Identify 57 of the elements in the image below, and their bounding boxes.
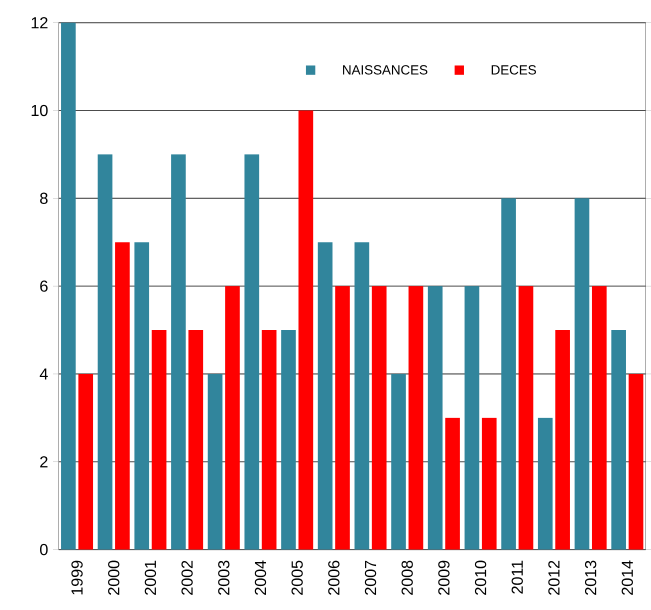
bar [188,330,204,550]
bar [574,198,590,550]
bar [262,330,276,550]
bar [501,198,516,550]
bar [408,286,424,550]
bar [391,374,406,550]
bar [555,330,570,550]
bar [134,242,150,550]
x-tick-label: 2006 [328,560,340,596]
x-tick-label: 2005 [291,560,303,596]
bar [208,374,222,550]
bar [152,330,166,550]
bar [611,330,626,550]
x-tick-label: 2001 [144,560,156,596]
bar [244,154,260,550]
y-tick-label: 10 [32,105,48,116]
bar [171,154,186,550]
bar [115,242,130,550]
bar [482,418,497,550]
bar [372,286,387,550]
x-tick-label: 1999 [71,560,83,595]
x-tick-label: 2008 [402,560,413,596]
x-tick-label: 2004 [254,560,266,596]
bar [592,286,607,550]
bar [298,110,314,550]
legend-label: DECES [492,65,536,75]
x-tick-label: 2014 [622,560,633,596]
y-tick-label: 12 [32,17,48,28]
y-tick-label: 2 [40,456,48,468]
bar [318,242,333,550]
y-tick-label: 0 [40,544,48,556]
x-tick-label: 2013 [584,560,596,596]
bar [464,286,480,550]
legend-label: NAISSANCES [343,65,428,75]
bar [98,154,112,550]
y-tick-label: 6 [40,280,48,292]
bar [428,286,443,550]
x-tick-label: 2007 [364,561,376,596]
bar [628,374,644,550]
bar [538,418,553,550]
bar [445,418,460,550]
x-tick-label: 2002 [181,561,193,596]
x-tick-label: 2012 [548,561,560,596]
y-tick-label: 4 [40,368,48,380]
x-tick-label: 2009 [438,560,450,596]
bar [281,330,296,550]
bar [518,286,534,550]
bar [225,286,240,550]
y-tick-label: 8 [40,192,48,204]
bar [335,286,350,550]
bar [354,242,370,550]
x-tick-label: 2000 [108,560,120,596]
x-tick-label: 2003 [218,560,230,596]
bar [61,22,76,550]
x-tick-label: 2010 [474,560,486,596]
bar [78,374,94,550]
x-tick-label: 2011 [512,560,523,594]
